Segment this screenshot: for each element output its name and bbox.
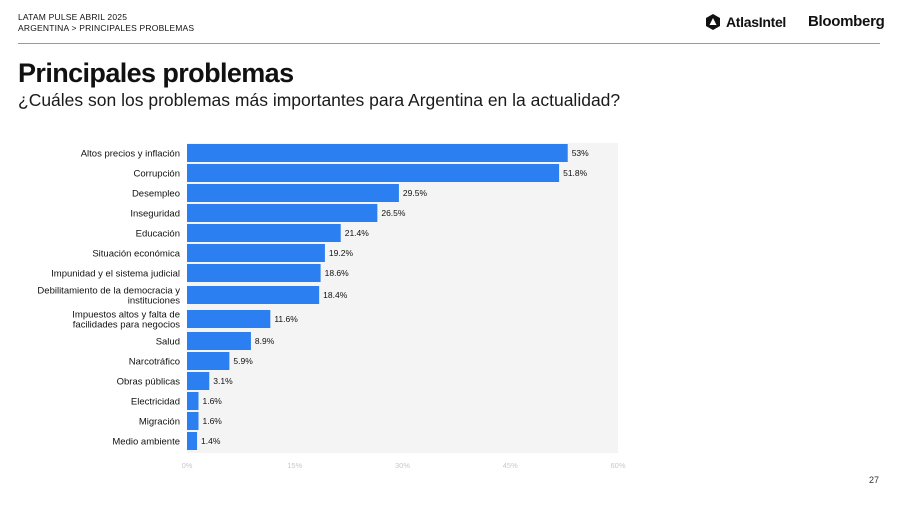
bar-7 <box>187 286 320 304</box>
category-label-7-0: Debilitamiento de la democracia y <box>37 286 180 297</box>
atlasintel-logo-text: AtlasIntel <box>726 14 787 30</box>
category-label-5-0: Situación económica <box>92 249 180 260</box>
category-label-3-0: Inseguridad <box>130 209 180 220</box>
value-label-6: 18.6% <box>325 268 350 278</box>
category-label-12-0: Electricidad <box>131 397 180 408</box>
category-label-13-0: Migración <box>139 417 180 428</box>
bar-4 <box>187 224 341 242</box>
category-label-8-0: Impuestos altos y falta de <box>72 310 180 321</box>
page-subtitle: ¿Cuáles son los problemas más importante… <box>18 90 621 110</box>
category-label-11-0: Obras públicas <box>117 377 181 388</box>
category-label-1-0: Corrupción <box>134 169 180 180</box>
value-label-10: 5.9% <box>233 356 253 366</box>
category-label-0-0: Altos precios y inflación <box>81 149 180 160</box>
bar-1 <box>187 164 560 182</box>
bar-11 <box>187 372 210 390</box>
category-label-14-0: Medio ambiente <box>112 437 180 448</box>
page-number: 27 <box>869 475 880 485</box>
bar-3 <box>187 204 378 222</box>
value-label-0: 53% <box>572 148 589 158</box>
value-label-1: 51.8% <box>563 168 588 178</box>
bar-8 <box>187 310 271 328</box>
atlasintel-logo-icon <box>706 14 720 30</box>
bar-13 <box>187 412 199 430</box>
category-label-6-0: Impunidad y el sistema judicial <box>51 269 180 280</box>
value-label-9: 8.9% <box>255 336 275 346</box>
bar-5 <box>187 244 325 262</box>
value-label-14: 1.4% <box>201 436 221 446</box>
header-breadcrumb: LATAM PULSE ABRIL 2025 ARGENTINA > PRINC… <box>18 12 194 34</box>
bloomberg-logo: Bloomberg <box>808 13 885 30</box>
report-name: LATAM PULSE ABRIL 2025 <box>18 12 128 22</box>
bar-14 <box>187 432 198 450</box>
header-divider <box>18 43 880 44</box>
bar-10 <box>187 352 230 370</box>
category-label-10-0: Narcotráfico <box>129 357 180 368</box>
value-label-11: 3.1% <box>213 376 233 386</box>
value-label-13: 1.6% <box>202 416 222 426</box>
value-label-5: 19.2% <box>329 248 354 258</box>
value-label-7: 18.4% <box>323 290 348 300</box>
x-tick-label-3: 45% <box>503 461 518 470</box>
category-label-8-1: facilidades para negocios <box>73 320 180 331</box>
category-label-2-0: Desempleo <box>132 189 180 200</box>
value-label-3: 26.5% <box>381 208 406 218</box>
bar-12 <box>187 392 199 410</box>
breadcrumb-path: ARGENTINA > PRINCIPALES PROBLEMAS <box>18 23 195 33</box>
category-label-7-1: instituciones <box>128 296 181 307</box>
page-title: Principales problemas <box>18 58 294 88</box>
value-label-2: 29.5% <box>403 188 428 198</box>
bar-6 <box>187 264 321 282</box>
bar-0 <box>187 144 568 162</box>
x-tick-label-0: 0% <box>182 461 193 470</box>
value-label-12: 1.6% <box>202 396 222 406</box>
value-label-8: 11.6% <box>274 314 298 324</box>
x-tick-label-4: 60% <box>610 461 625 470</box>
bar-9 <box>187 332 251 350</box>
value-label-4: 21.4% <box>345 228 370 238</box>
category-label-4-0: Educación <box>136 229 180 240</box>
bar-2 <box>187 184 399 202</box>
x-tick-label-1: 15% <box>287 461 302 470</box>
x-tick-label-2: 30% <box>395 461 410 470</box>
atlasintel-logo: AtlasIntel <box>704 12 786 32</box>
category-label-9-0: Salud <box>156 337 180 348</box>
